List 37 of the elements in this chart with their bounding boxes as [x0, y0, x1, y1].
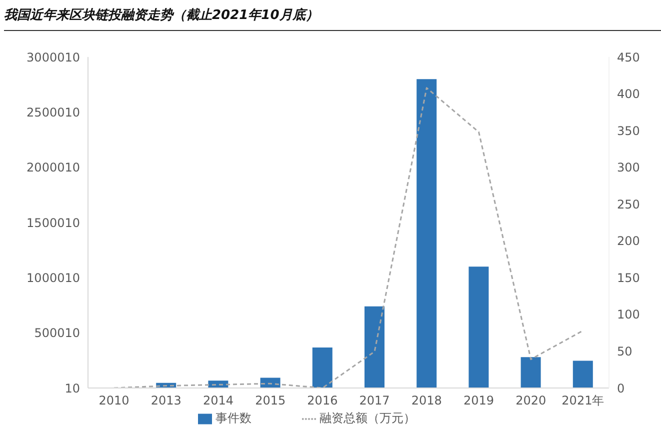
x-tick-label: 2010	[98, 394, 130, 408]
bar	[312, 348, 332, 388]
y2-tick-label: 150	[617, 270, 640, 285]
bar	[520, 357, 541, 388]
y-tick-label: 2000010	[26, 160, 80, 175]
x-tick-label: 2017	[359, 394, 390, 408]
y2-tick-label: 450	[617, 50, 640, 64]
y2-tick-label: 100	[617, 308, 640, 322]
y2-tick-label: 300	[617, 160, 640, 175]
bar	[364, 306, 384, 388]
y-tick-label: 10	[64, 381, 80, 396]
legend-label: 事件数	[216, 411, 252, 425]
x-tick-label: 2020	[516, 394, 546, 408]
x-tick-label: 2019	[463, 394, 494, 408]
y-tick-label: 3000010	[26, 50, 80, 64]
y2-tick-label: 400	[617, 87, 640, 102]
bar	[468, 266, 489, 388]
y2-tick-label: 350	[617, 124, 640, 138]
x-tick-label: 2021年	[562, 394, 604, 408]
y-tick-label: 500010	[34, 326, 80, 340]
y2-tick-label: 250	[617, 197, 640, 212]
x-tick-label: 2013	[150, 394, 182, 408]
x-tick-label: 2015	[255, 394, 286, 408]
y2-tick-label: 0	[617, 381, 625, 396]
line-series	[113, 87, 584, 388]
y-tick-label: 1500010	[26, 216, 80, 230]
chart-title: 我国近年来区块链投融资走势（截止2021年10月底）	[4, 6, 320, 24]
y2-tick-label: 200	[617, 234, 640, 248]
y-tick-label: 1000010	[26, 270, 80, 285]
y-tick-label: 2500010	[26, 105, 80, 120]
bar	[572, 360, 593, 388]
x-tick-label: 2016	[307, 394, 338, 408]
x-tick-label: 2014	[202, 394, 234, 408]
legend-label: 融资总额（万元）	[320, 411, 416, 425]
y2-tick-label: 50	[617, 344, 632, 358]
bar	[416, 79, 437, 388]
x-tick-label: 2018	[411, 394, 442, 408]
